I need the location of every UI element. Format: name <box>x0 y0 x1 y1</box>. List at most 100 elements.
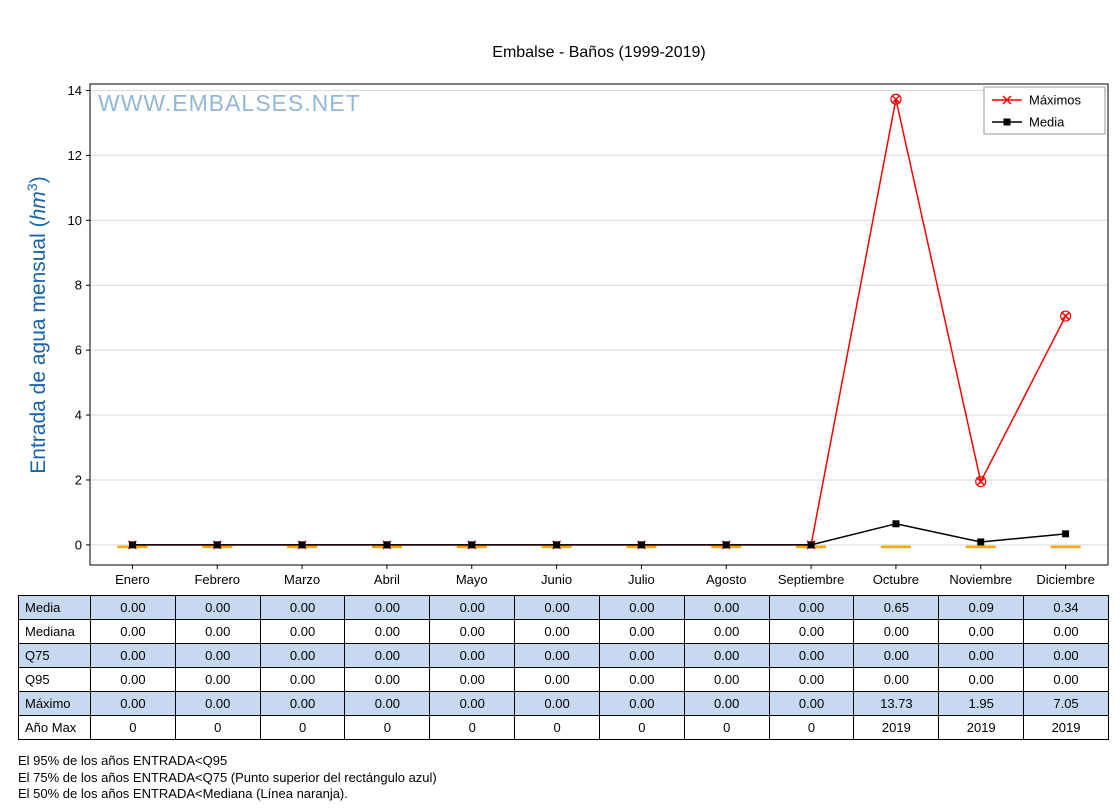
table-cell: 0.00 <box>938 619 1025 644</box>
row-label: Máximo <box>18 691 91 716</box>
table-cell: 0.00 <box>90 691 176 716</box>
table-cell: 0.00 <box>429 667 516 692</box>
legend-label: Máximos <box>1029 93 1082 108</box>
max-point-circle <box>890 93 902 105</box>
table-cell: 0.00 <box>344 619 431 644</box>
table-cell: 0.00 <box>683 643 770 668</box>
row-label: Q95 <box>18 667 91 692</box>
x-tick-label: Enero <box>115 572 150 587</box>
table-cell: 0.00 <box>429 619 516 644</box>
table-cell: 0.00 <box>259 595 346 620</box>
y-tick-label: 14 <box>68 83 82 98</box>
square-marker <box>298 541 306 549</box>
table-cell: 0.00 <box>598 595 685 620</box>
table-cell: 0.00 <box>174 595 261 620</box>
table-cell: 0.00 <box>429 595 516 620</box>
table-row: Máximo 0.00 0.00 0.00 0.00 0.00 0.00 0.00 0.00 0.… <box>18 691 1109 716</box>
table-cell: 0.00 <box>514 643 600 668</box>
max-point-circle <box>1059 310 1072 322</box>
footnote-q95: El 95% de los años ENTRADA<Q95 <box>18 753 228 768</box>
table-cell: 0.00 <box>90 595 176 620</box>
table-cell: 0 <box>344 715 431 740</box>
x-marker <box>891 94 901 104</box>
legend-square-marker <box>1003 118 1011 126</box>
footnote-mediana: El 50% de los años ENTRADA<Mediana (Líne… <box>18 786 348 801</box>
table-cell: 0.00 <box>938 667 1025 692</box>
line-chart: 0 2 4 6 8 10 12 14 Enero Febrero Marzo Abril Mayo Jun… <box>68 83 1109 587</box>
row-label: Mediana <box>18 619 91 644</box>
x-tick-label: Octubre <box>873 572 919 587</box>
x-tick-label: Noviembre <box>949 572 1012 587</box>
x-tick-label: Junio <box>541 572 572 587</box>
table-cell: 0.00 <box>259 643 346 668</box>
square-marker <box>128 541 136 549</box>
table-cell: 0.00 <box>344 595 431 620</box>
table-cell: 0.00 <box>174 643 261 668</box>
table-row: Año Max 0 0 0 0 0 0 0 0 0 2019 2019 2019 <box>18 715 1109 740</box>
table-cell: 0.00 <box>598 643 685 668</box>
square-marker <box>637 541 645 549</box>
row-label: Año Max <box>18 715 91 740</box>
table-cell: 2019 <box>938 715 1025 740</box>
table-row: Mediana 0.00 0.00 0.00 0.00 0.00 0.00 0.00 0.00 0… <box>18 619 1109 644</box>
table-cell: 0.00 <box>683 667 770 692</box>
legend-x-marker <box>1002 95 1012 105</box>
table-cell: 0.00 <box>768 619 855 644</box>
table-cell: 0.00 <box>259 667 346 692</box>
table-cell: 0.00 <box>174 691 261 716</box>
legend-label: Media <box>1029 115 1065 130</box>
table-cell: 0.00 <box>514 667 600 692</box>
table-cell: 0.00 <box>429 643 516 668</box>
table-cell: 0.00 <box>429 691 516 716</box>
table-cell: 0.00 <box>174 619 261 644</box>
media-line <box>132 523 1066 546</box>
maximos-line <box>132 99 1067 546</box>
square-marker <box>468 541 476 549</box>
table-cell: 2019 <box>1023 715 1109 740</box>
table-cell: 0 <box>90 715 176 740</box>
table-cell: 0.00 <box>683 619 770 644</box>
table-cell: 0.00 <box>938 643 1025 668</box>
watermark: WWW.EMBALSES.NET <box>98 90 361 116</box>
x-tick-label: Abril <box>374 572 400 587</box>
square-marker <box>1062 530 1070 538</box>
row-label: Media <box>18 595 91 620</box>
table-cell: 0.00 <box>598 619 685 644</box>
x-tick-label: Agosto <box>706 572 746 587</box>
plot-border <box>89 83 1109 566</box>
x-tick-label: Marzo <box>284 572 320 587</box>
y-tick-label: 0 <box>75 537 82 552</box>
table-cell: 1.95 <box>938 691 1025 716</box>
y-tick-label: 12 <box>68 148 82 163</box>
table-cell: 0.00 <box>90 667 176 692</box>
legend-box <box>983 86 1106 135</box>
table-cell: 0.00 <box>344 667 431 692</box>
x-tick-label: Septiembre <box>778 572 844 587</box>
y-tick-label: 2 <box>75 472 82 487</box>
table-cell: 0.00 <box>683 691 770 716</box>
table-cell: 0.00 <box>90 643 176 668</box>
table-cell: 0.65 <box>853 595 940 620</box>
square-marker <box>722 541 730 549</box>
row-label: Q75 <box>18 643 91 668</box>
table-cell: 0.00 <box>1023 667 1109 692</box>
table-cell: 0.00 <box>90 619 176 644</box>
table-cell: 0.00 <box>344 691 431 716</box>
y-tick-label: 4 <box>75 408 82 423</box>
table-cell: 0.00 <box>514 691 600 716</box>
table-cell: 0.00 <box>853 619 940 644</box>
table-cell: 0 <box>768 715 855 740</box>
table-cell: 2019 <box>853 715 940 740</box>
y-tick-label: 10 <box>68 213 82 228</box>
table-cell: 0.00 <box>259 619 346 644</box>
table-cell: 0 <box>429 715 516 740</box>
table-cell: 7.05 <box>1023 691 1109 716</box>
table-cell: 0.00 <box>853 643 940 668</box>
footnote-q75: El 75% de los años ENTRADA<Q75 (Punto su… <box>18 769 437 785</box>
chart-title: Embalse - Baños (1999-2019) <box>492 44 706 61</box>
table-cell: 0.34 <box>1023 595 1109 620</box>
y-tick-label: 8 <box>75 278 82 293</box>
x-marker <box>1061 311 1071 321</box>
square-marker <box>213 541 221 549</box>
stats-table: Media 0.00 0.00 0.00 0.00 0.00 0.00 0.00 0.00 0.0… <box>18 595 1109 740</box>
